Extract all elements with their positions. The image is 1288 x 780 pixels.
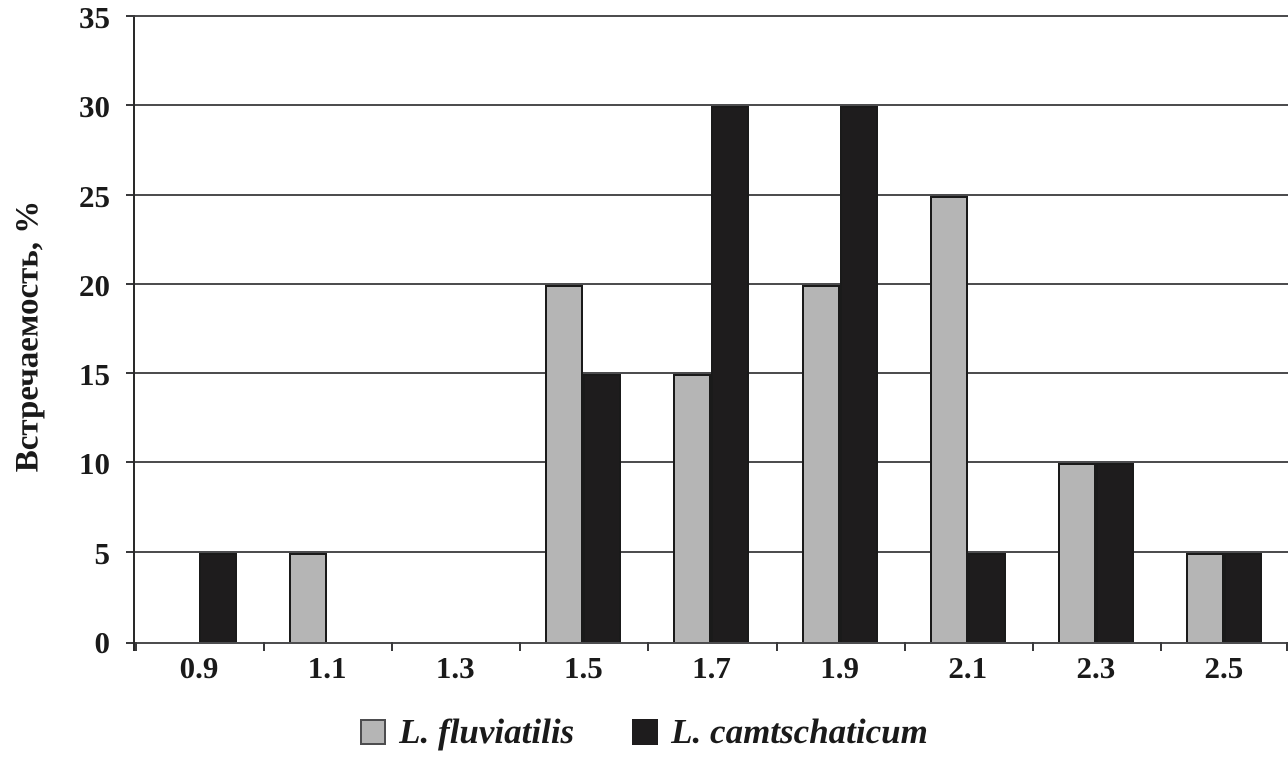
legend-item-l--fluviatilis: L. fluviatilis	[360, 712, 574, 752]
gridline-y-35	[135, 15, 1288, 17]
gridline-y-5	[135, 550, 1288, 553]
x-tick-label-1.5: 1.5	[564, 650, 603, 685]
x-tick-label-2.3: 2.3	[1076, 650, 1116, 685]
y-tick-mark-20	[126, 282, 135, 285]
bar-group-1.7	[647, 17, 775, 642]
bar-group-1.3	[391, 17, 519, 642]
y-axis-line	[133, 17, 135, 651]
gridline-y-10	[135, 461, 1288, 464]
gridline-y-0	[135, 642, 1288, 644]
bar-group-2.1	[904, 17, 1032, 642]
x-tick-mark-9	[1286, 642, 1288, 651]
gridline-y-15	[135, 372, 1288, 375]
bar-l--camtschaticum-1.9	[839, 106, 878, 642]
bar-group-2.5	[1160, 17, 1288, 642]
y-tick-mark-15	[126, 372, 135, 375]
y-tick-label-35: 35	[79, 0, 110, 35]
legend-swatch-icon	[360, 719, 387, 745]
y-tick-mark-25	[126, 193, 135, 196]
legend-label: L. fluviatilis	[399, 712, 575, 751]
bar-group-1.9	[776, 17, 904, 642]
bar-l--fluviatilis-2.5	[1185, 552, 1224, 642]
x-tick-mark-6	[903, 642, 906, 651]
x-tick-mark-7	[1031, 642, 1034, 651]
bar-group-1.1	[263, 17, 391, 642]
y-tick-label-5: 5	[94, 535, 111, 571]
x-tick-label-1.7: 1.7	[692, 650, 731, 685]
y-tick-label-30: 30	[79, 89, 110, 125]
y-tick-mark-35	[126, 15, 135, 17]
x-tick-label-1.9: 1.9	[820, 650, 859, 685]
bar-l--fluviatilis-2.1	[929, 195, 968, 642]
y-tick-mark-0	[126, 642, 135, 644]
legend: L. fluviatilis L. camtschaticum	[0, 712, 1288, 752]
bar-group-0.9	[135, 17, 263, 642]
gridline-y-30	[135, 104, 1288, 107]
gridline-y-25	[135, 193, 1288, 196]
y-tick-label-25: 25	[79, 178, 110, 214]
x-tick-label-0.9: 0.9	[179, 650, 219, 685]
y-tick-mark-10	[126, 461, 135, 464]
legend-label: L. camtschaticum	[671, 712, 928, 751]
bar-l--fluviatilis-1.5	[545, 284, 584, 642]
bar-l--camtschaticum-1.7	[711, 106, 750, 642]
bar-l--fluviatilis-1.1	[289, 552, 328, 642]
x-tick-mark-1	[263, 642, 266, 651]
bar-l--camtschaticum-1.5	[583, 374, 622, 642]
x-tick-label-1.3: 1.3	[435, 650, 475, 685]
bar-l--camtschaticum-2.5	[1223, 552, 1262, 642]
gridline-y-20	[135, 282, 1288, 285]
x-tick-mark-3	[519, 642, 522, 651]
x-tick-label-2.5: 2.5	[1204, 650, 1244, 685]
bar-l--camtschaticum-2.1	[967, 552, 1006, 642]
x-tick-mark-0	[135, 642, 137, 651]
y-tick-mark-30	[126, 104, 135, 107]
x-tick-label-1.1: 1.1	[307, 650, 347, 685]
y-tick-mark-5	[126, 550, 135, 553]
y-tick-label-15: 15	[79, 357, 110, 393]
legend-swatch-icon	[632, 719, 659, 745]
x-tick-mark-4	[647, 642, 650, 651]
bar-group-2.3	[1032, 17, 1160, 642]
y-tick-label-20: 20	[79, 267, 110, 303]
bar-l--fluviatilis-2.3	[1057, 463, 1096, 642]
legend-item-l--camtschaticum: L. camtschaticum	[632, 712, 928, 752]
bar-l--fluviatilis-1.7	[673, 374, 712, 642]
y-tick-label-10: 10	[79, 446, 110, 482]
bar-l--fluviatilis-1.9	[801, 284, 840, 642]
x-tick-mark-2	[391, 642, 394, 651]
x-tick-mark-5	[775, 642, 778, 651]
x-tick-mark-8	[1159, 642, 1162, 651]
bar-group-1.5	[519, 17, 647, 642]
plot-area	[126, 15, 1288, 651]
x-tick-label-2.1: 2.1	[948, 650, 988, 685]
y-tick-label-0: 0	[94, 625, 111, 660]
y-axis-title: Встречаемость, %	[9, 200, 46, 473]
bar-l--camtschaticum-2.3	[1095, 463, 1134, 642]
bar-l--camtschaticum-0.9	[199, 552, 238, 642]
